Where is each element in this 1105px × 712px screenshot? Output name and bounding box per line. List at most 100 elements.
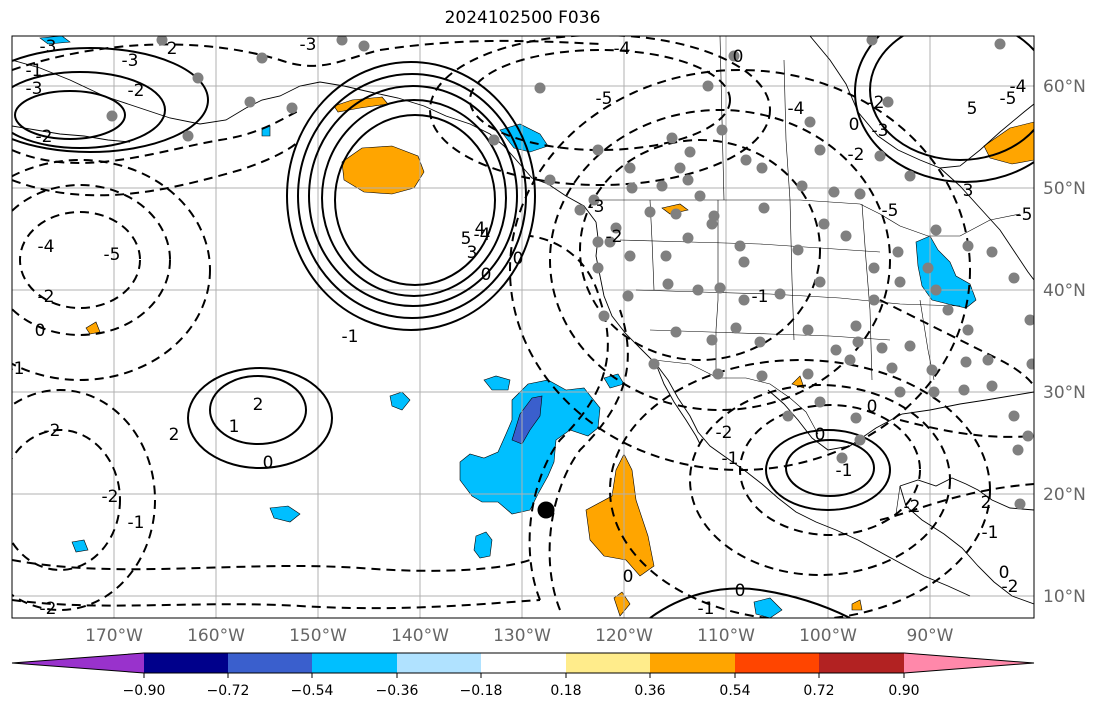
mexico-border-south [895,485,901,515]
contour-label: -3 [872,121,889,141]
contour-label: -4 [38,237,55,257]
contour-label: -5 [104,245,121,265]
lat-label: 60°N [1043,77,1086,97]
map-frame [11,35,1035,619]
dashed-contours [12,36,1034,618]
colorbar-segment [566,653,650,673]
contour-label: -5 [1016,205,1033,225]
contour-label: -2 [848,145,865,165]
colorbar-tick-label: 0.72 [803,683,835,699]
contour-label: -1 [722,449,739,469]
shade-cyan-small-2 [483,375,511,391]
east-coast-north [939,167,1034,281]
contour-low-west-2 [12,184,171,336]
contour-label: -2 [716,423,733,443]
contour-mexico-dash-2 [689,384,951,576]
colorbar-tick-label: 0.54 [719,683,751,699]
contour-east-1 [879,299,1034,387]
contour-label: 0 [35,321,46,341]
contour-label: 0 [623,567,634,587]
hudson-bay-coast [809,36,1034,169]
contour-hudson-1 [869,36,1034,161]
lat-label: 40°N [1043,281,1086,301]
state-line-3 [649,329,891,341]
contour-east-gulf-2 [879,483,1034,521]
canada-province-2 [783,59,791,201]
contour-label: 1 [229,417,240,437]
contour-label: -1 [836,461,853,481]
contour-high-4 [297,73,527,319]
state-line-2 [635,289,961,307]
baja-california [655,363,701,445]
shade-orange-small-3 [851,599,863,611]
lat-label: 10°N [1043,587,1086,607]
contour-low-sw-2 [12,389,156,611]
contour-high-1 [334,114,496,286]
contour-label: -2 [904,497,921,517]
map-title: 2024102500 F036 [444,8,601,28]
colorbar-segment [481,653,566,673]
contour-west-coast-2 [429,36,771,186]
contour-label: -4 [614,39,631,59]
contour-label: -1 [128,513,145,533]
contour-mexico-dash-1 [739,404,921,536]
contour-label: 2 [253,395,264,415]
state-line-7 [861,203,873,381]
contour-label: -2 [102,487,119,507]
contour-label: 0 [849,115,860,135]
political-borders [596,36,1021,515]
contour-alaska-2 [12,71,166,149]
shade-cyan-small-4 [269,505,301,523]
shade-cyan-small-1 [473,531,493,559]
contour-label: -2 [868,93,885,113]
contour-label: -2 [128,81,145,101]
colorbar-segment [397,653,481,673]
contour-label: -3 [40,37,57,57]
contour-label: 0 [999,563,1010,583]
contour-west-coast-1 [469,49,731,151]
contour-label: -1 [698,599,715,619]
shade-purple-core [511,395,543,445]
colorbar-segment [650,653,735,673]
contour-label: 2 [169,425,180,445]
colorbar-tick-label: −0.90 [122,683,166,699]
yucatan-coast [899,477,1034,511]
contour-label: -3 [588,197,605,217]
contour-label: 3 [467,243,478,263]
contour-label: 0 [481,265,492,285]
colorbar-tick-label: 0.90 [888,683,920,699]
contour-pacific-low [209,375,307,445]
contour-low-west-1 [19,211,141,309]
contour-label: 4 [475,219,486,239]
contour-east-gulf [899,419,1034,438]
colorbar [11,652,1035,678]
lon-label: 130°W [493,626,551,646]
contour-central-us-1 [579,139,821,361]
contour-label: 0 [263,453,274,473]
contour-pacific-low-2 [187,367,333,469]
contour-label: -2 [606,227,623,247]
shade-cyan-small-9 [39,36,71,45]
lon-label: 90°W [906,626,954,646]
contour-ring-0 [528,235,609,601]
contour-central-us-2 [549,109,891,411]
lat-label: 30°N [1043,383,1086,403]
contour-label: -5 [882,201,899,221]
contour-south [12,599,541,610]
contour-label: -2 [36,127,53,147]
contour-label: -4 [474,225,491,245]
contour-label: 3 [963,181,974,201]
alaska-coast [12,59,597,223]
contour-alaska-1 [14,90,126,140]
lon-label: 150°W [289,626,347,646]
contour-label: 0 [815,425,826,445]
shade-orange-alaska-gulf [341,145,425,195]
us-mexico-border [653,359,819,435]
lon-label: 100°W [799,626,857,646]
lon-label: 120°W [595,626,653,646]
canada-province-1 [719,36,725,201]
shade-cyan-small-5 [71,539,89,553]
contour-label: -2 [1002,577,1019,597]
contour-label: 2 [167,39,178,59]
colorbar-segment [228,653,312,673]
